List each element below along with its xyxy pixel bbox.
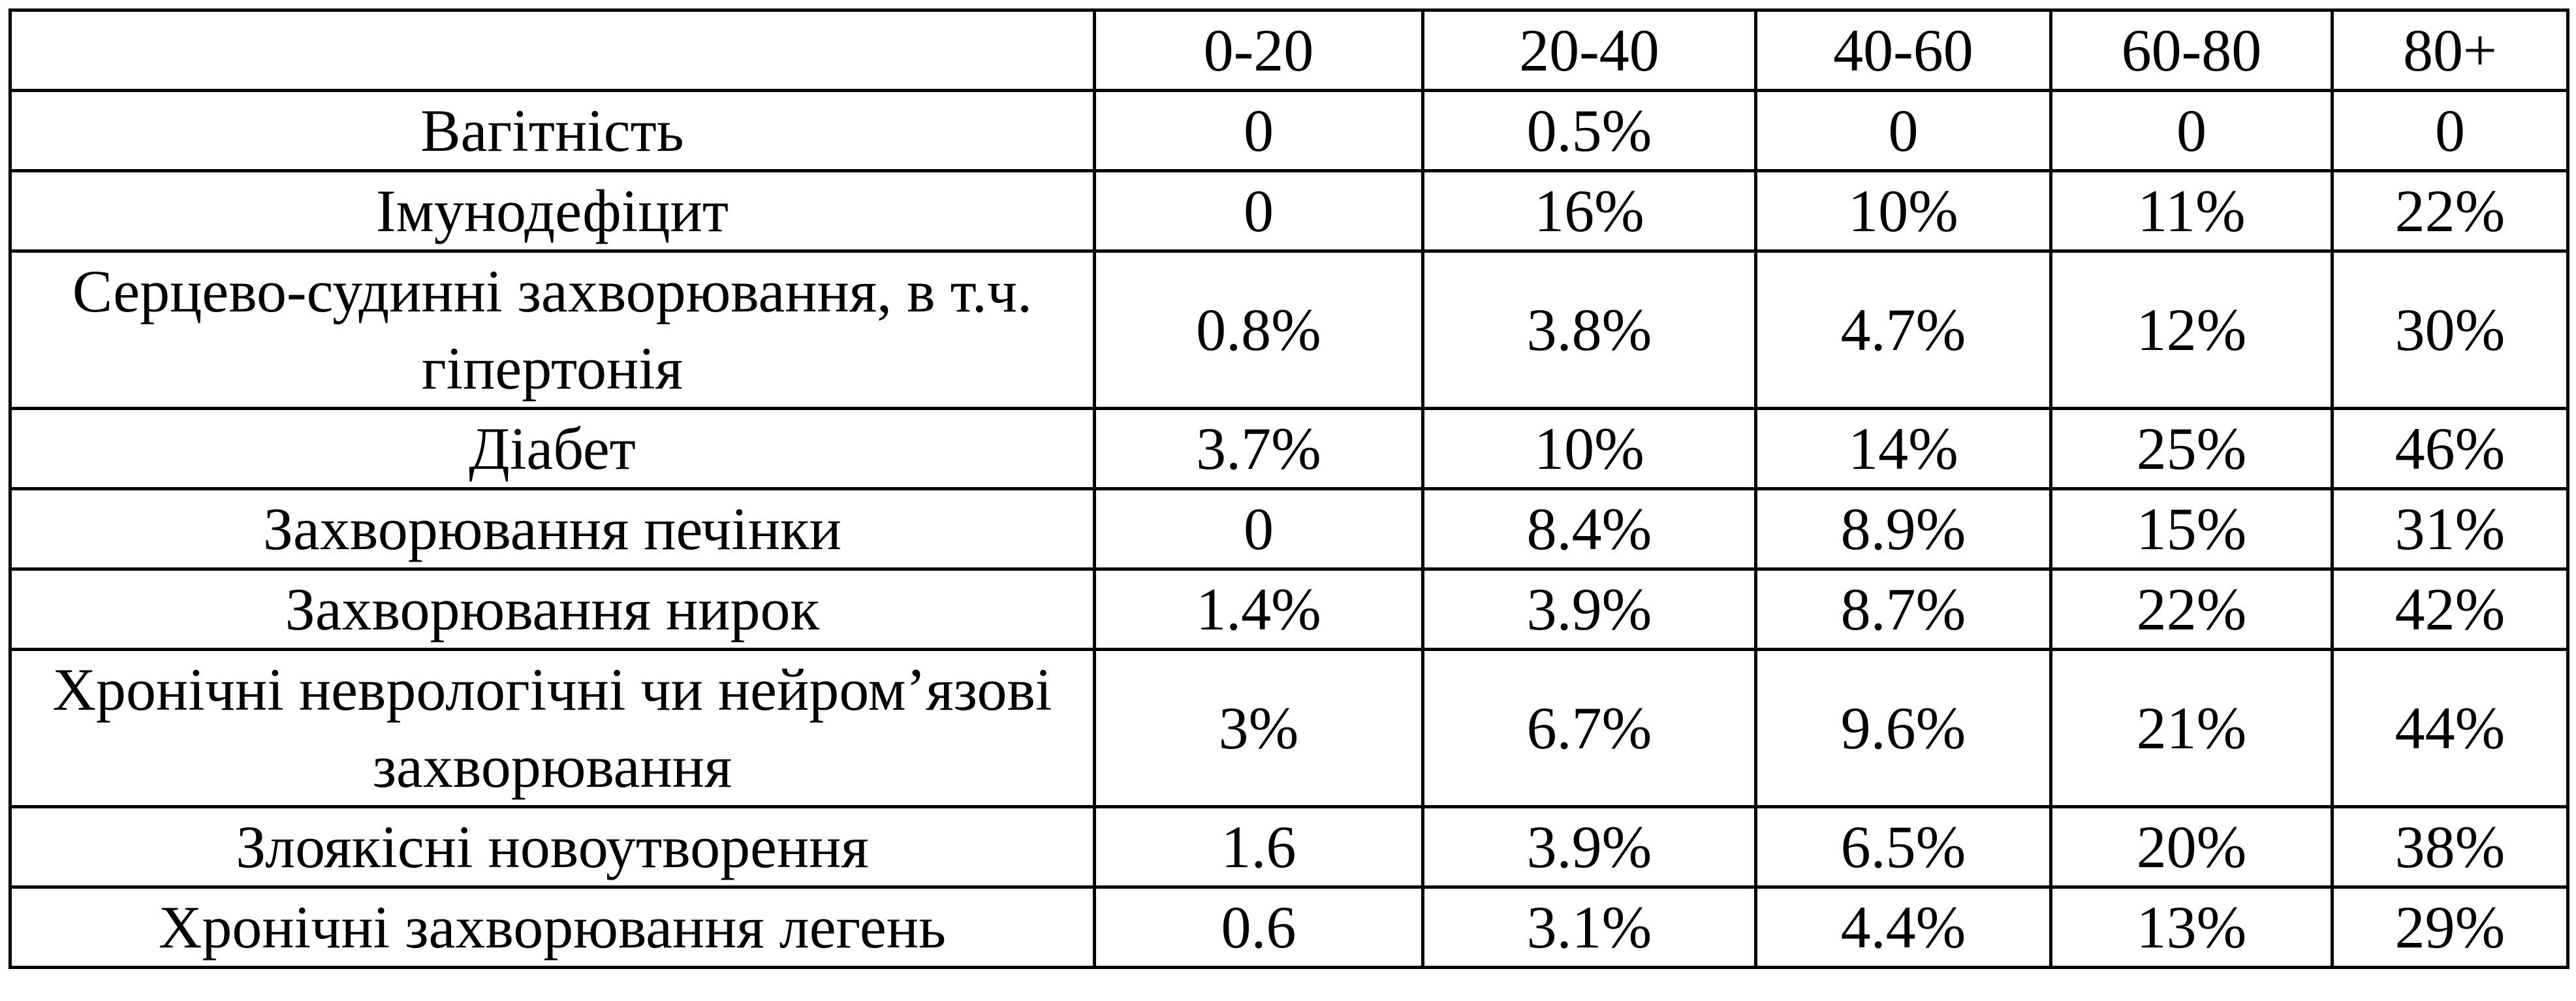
value-cell: 10% bbox=[1754, 169, 2052, 253]
table-row: Імунодефіцит 0 16% 10% 11% 22% bbox=[8, 169, 2569, 253]
column-header: 80+ bbox=[2331, 8, 2569, 92]
value-cell: 4.4% bbox=[1754, 885, 2052, 969]
value-cell: 0 bbox=[2331, 89, 2569, 172]
row-label: Імунодефіцит bbox=[8, 169, 1096, 253]
value-cell: 44% bbox=[2331, 648, 2569, 808]
value-cell: 0.8% bbox=[1093, 249, 1424, 410]
value-cell: 3.9% bbox=[1421, 805, 1757, 889]
value-cell: 8.7% bbox=[1754, 567, 2052, 651]
value-cell: 25% bbox=[2049, 407, 2334, 490]
value-cell: 3.9% bbox=[1421, 567, 1757, 651]
row-label: Діабет bbox=[8, 407, 1096, 490]
row-label: Серцево-судинні захворювання, в т.ч. гіп… bbox=[8, 249, 1096, 410]
value-cell: 8.9% bbox=[1754, 487, 2052, 571]
row-label: Хронічні неврологічні чи нейром’язові за… bbox=[8, 648, 1096, 808]
value-cell: 46% bbox=[2331, 407, 2569, 490]
value-cell: 0 bbox=[1093, 169, 1424, 253]
value-cell: 15% bbox=[2049, 487, 2334, 571]
corner-cell bbox=[8, 8, 1096, 92]
value-cell: 10% bbox=[1421, 407, 1757, 490]
table-row: Захворювання нирок 1.4% 3.9% 8.7% 22% 42% bbox=[8, 567, 2569, 651]
table-row: Діабет 3.7% 10% 14% 25% 46% bbox=[8, 407, 2569, 490]
value-cell: 12% bbox=[2049, 249, 2334, 410]
value-cell: 14% bbox=[1754, 407, 2052, 490]
value-cell: 11% bbox=[2049, 169, 2334, 253]
header-row: 0-20 20-40 40-60 60-80 80+ bbox=[8, 8, 2569, 92]
row-label: Захворювання печінки bbox=[8, 487, 1096, 571]
column-header: 60-80 bbox=[2049, 8, 2334, 92]
row-label: Хронічні захворювання легень bbox=[8, 885, 1096, 969]
value-cell: 3.7% bbox=[1093, 407, 1424, 490]
value-cell: 0 bbox=[1093, 487, 1424, 571]
data-table: 0-20 20-40 40-60 60-80 80+ Вагітність 0 0.5% 0 0 0… bbox=[8, 8, 2569, 969]
value-cell: 1.4% bbox=[1093, 567, 1424, 651]
value-cell: 8.4% bbox=[1421, 487, 1757, 571]
row-label: Захворювання нирок bbox=[8, 567, 1096, 651]
value-cell: 31% bbox=[2331, 487, 2569, 571]
value-cell: 0 bbox=[1754, 89, 2052, 172]
value-cell: 22% bbox=[2331, 169, 2569, 253]
value-cell: 3.8% bbox=[1421, 249, 1757, 410]
value-cell: 0 bbox=[2049, 89, 2334, 172]
value-cell: 30% bbox=[2331, 249, 2569, 410]
table-body: 0-20 20-40 40-60 60-80 80+ Вагітність 0 0.5% 0 0 0… bbox=[8, 8, 2569, 969]
row-label: Вагітність bbox=[8, 89, 1096, 172]
value-cell: 0 bbox=[1093, 89, 1424, 172]
table-row: Серцево-судинні захворювання, в т.ч. гіп… bbox=[8, 249, 2569, 410]
table-row: Хронічні неврологічні чи нейром’язові за… bbox=[8, 648, 2569, 808]
column-header: 20-40 bbox=[1421, 8, 1757, 92]
value-cell: 9.6% bbox=[1754, 648, 2052, 808]
value-cell: 0.6 bbox=[1093, 885, 1424, 969]
value-cell: 20% bbox=[2049, 805, 2334, 889]
value-cell: 4.7% bbox=[1754, 249, 2052, 410]
value-cell: 22% bbox=[2049, 567, 2334, 651]
table-row: Хронічні захворювання легень 0.6 3.1% 4.4% 1… bbox=[8, 885, 2569, 969]
column-header: 40-60 bbox=[1754, 8, 2052, 92]
value-cell: 16% bbox=[1421, 169, 1757, 253]
value-cell: 1.6 bbox=[1093, 805, 1424, 889]
value-cell: 3.1% bbox=[1421, 885, 1757, 969]
column-header: 0-20 bbox=[1093, 8, 1424, 92]
table-row: Вагітність 0 0.5% 0 0 0 bbox=[8, 89, 2569, 172]
value-cell: 21% bbox=[2049, 648, 2334, 808]
value-cell: 6.5% bbox=[1754, 805, 2052, 889]
value-cell: 29% bbox=[2331, 885, 2569, 969]
value-cell: 42% bbox=[2331, 567, 2569, 651]
row-label: Злоякісні новоутворення bbox=[8, 805, 1096, 889]
table-row: Захворювання печінки 0 8.4% 8.9% 15% 31% bbox=[8, 487, 2569, 571]
value-cell: 3% bbox=[1093, 648, 1424, 808]
value-cell: 0.5% bbox=[1421, 89, 1757, 172]
table-row: Злоякісні новоутворення 1.6 3.9% 6.5% 20% 38% bbox=[8, 805, 2569, 889]
value-cell: 13% bbox=[2049, 885, 2334, 969]
value-cell: 38% bbox=[2331, 805, 2569, 889]
value-cell: 6.7% bbox=[1421, 648, 1757, 808]
